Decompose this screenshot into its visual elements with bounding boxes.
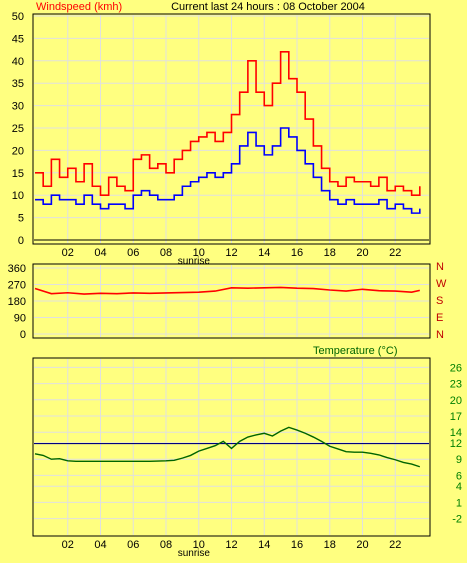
temp-y-tick-label: 20	[450, 395, 462, 407]
windspeed-series	[34, 51, 429, 241]
temp-y-tick-label: 23	[450, 379, 462, 391]
temp-y-tick-label: -2	[452, 514, 462, 526]
temp-x-tick-label: 08	[160, 539, 172, 551]
wind-y-tick-label: 0	[18, 235, 24, 247]
temperature-series	[34, 426, 429, 468]
temp-y-tick-label: 26	[450, 362, 462, 374]
wind-y-tick-label: 40	[12, 56, 24, 68]
temp-x-tick-label: 12	[225, 539, 237, 551]
wind-x-tick-label: 12	[225, 247, 237, 259]
wind-y-tick-label: 10	[12, 190, 24, 202]
temp-y-tick-label: 17	[450, 411, 462, 423]
temp-x-tick-label: 22	[389, 539, 401, 551]
dir-y-tick-label: 360	[8, 263, 26, 275]
wind-y-tick-label: 15	[12, 168, 24, 180]
dir-y-tick-label: 0	[20, 329, 26, 341]
direction-compass-label: W	[436, 278, 447, 290]
wind-y-tick-label: 30	[12, 101, 24, 113]
temp-y-tick-label: 6	[456, 470, 462, 482]
wind-x-tick-label: 04	[94, 247, 106, 259]
temp-y-tick-label: 4	[456, 481, 462, 493]
temp-x-tick-label: 18	[324, 539, 336, 551]
wind-x-tick-label: 16	[291, 247, 303, 259]
temp-y-tick-label: 1	[456, 497, 462, 509]
windspeed-y-axis: 0 5 10 15 20 25 30 35 40 45 50	[12, 11, 24, 247]
wind-y-tick-label: 45	[12, 33, 24, 45]
temperature-sunrise-label: sunrise	[178, 548, 211, 558]
temp-y-tick-label: 12	[450, 438, 462, 450]
temperature-grid	[34, 359, 429, 535]
windspeed-x-axis: 02 04 06 08 10 12 14 16 18 20 22	[62, 247, 402, 259]
dir-y-tick-label: 90	[14, 313, 26, 325]
direction-line	[34, 286, 420, 295]
direction-compass-label: N	[436, 261, 444, 273]
windspeed-gust-line	[35, 51, 421, 196]
temp-x-tick-label: 20	[356, 539, 368, 551]
windspeed-sunrise-label: sunrise	[178, 256, 211, 267]
wind-x-tick-label: 10	[193, 247, 205, 259]
wind-x-tick-label: 06	[127, 247, 139, 259]
direction-compass-label: N	[436, 329, 444, 341]
wind-x-tick-label: 14	[258, 247, 270, 259]
direction-compass-label: E	[436, 312, 443, 324]
temperature-line	[34, 426, 421, 468]
wind-x-tick-label: 18	[324, 247, 336, 259]
temperature-x-axis: 02 04 06 08 10 12 14 16 18 20 22	[62, 539, 402, 551]
temperature-title: Temperature (°C)	[313, 345, 397, 357]
temp-y-tick-label: 9	[456, 454, 462, 466]
temp-x-tick-label: 14	[258, 539, 270, 551]
windspeed-panel: 0 5 10 15 20 25 30 35 40 45 50 02 04 06 08 10 12 14 16 18 2…	[12, 1, 431, 267]
temp-x-tick-label: 04	[94, 539, 106, 551]
temp-x-tick-label: 06	[127, 539, 139, 551]
windspeed-average-line	[35, 127, 421, 214]
wind-y-tick-label: 25	[12, 123, 24, 135]
direction-y-axis: 0 90 180 270 360	[8, 263, 26, 341]
dir-y-tick-label: 180	[8, 296, 26, 308]
wind-y-tick-label: 35	[12, 78, 24, 90]
wind-y-tick-label: 50	[12, 11, 24, 23]
wind-y-tick-label: 20	[12, 145, 24, 157]
windspeed-title: Windspeed (kmh)	[36, 1, 122, 13]
direction-grid	[34, 265, 429, 337]
direction-compass-label: S	[436, 295, 443, 307]
chart-header-title: Current last 24 hours : 08 October 2004	[171, 1, 365, 13]
wind-x-tick-label: 22	[389, 247, 401, 259]
wind-x-tick-label: 08	[160, 247, 172, 259]
temp-x-tick-label: 16	[291, 539, 303, 551]
temp-y-tick-label: 14	[450, 427, 462, 439]
direction-series	[34, 286, 420, 295]
wind-x-tick-label: 02	[62, 247, 74, 259]
dir-y-tick-label: 270	[8, 280, 26, 292]
wind-y-tick-label: 5	[18, 213, 24, 225]
temp-x-tick-label: 10	[193, 539, 205, 551]
temp-x-tick-label: 02	[62, 539, 74, 551]
wind-x-tick-label: 20	[356, 247, 368, 259]
